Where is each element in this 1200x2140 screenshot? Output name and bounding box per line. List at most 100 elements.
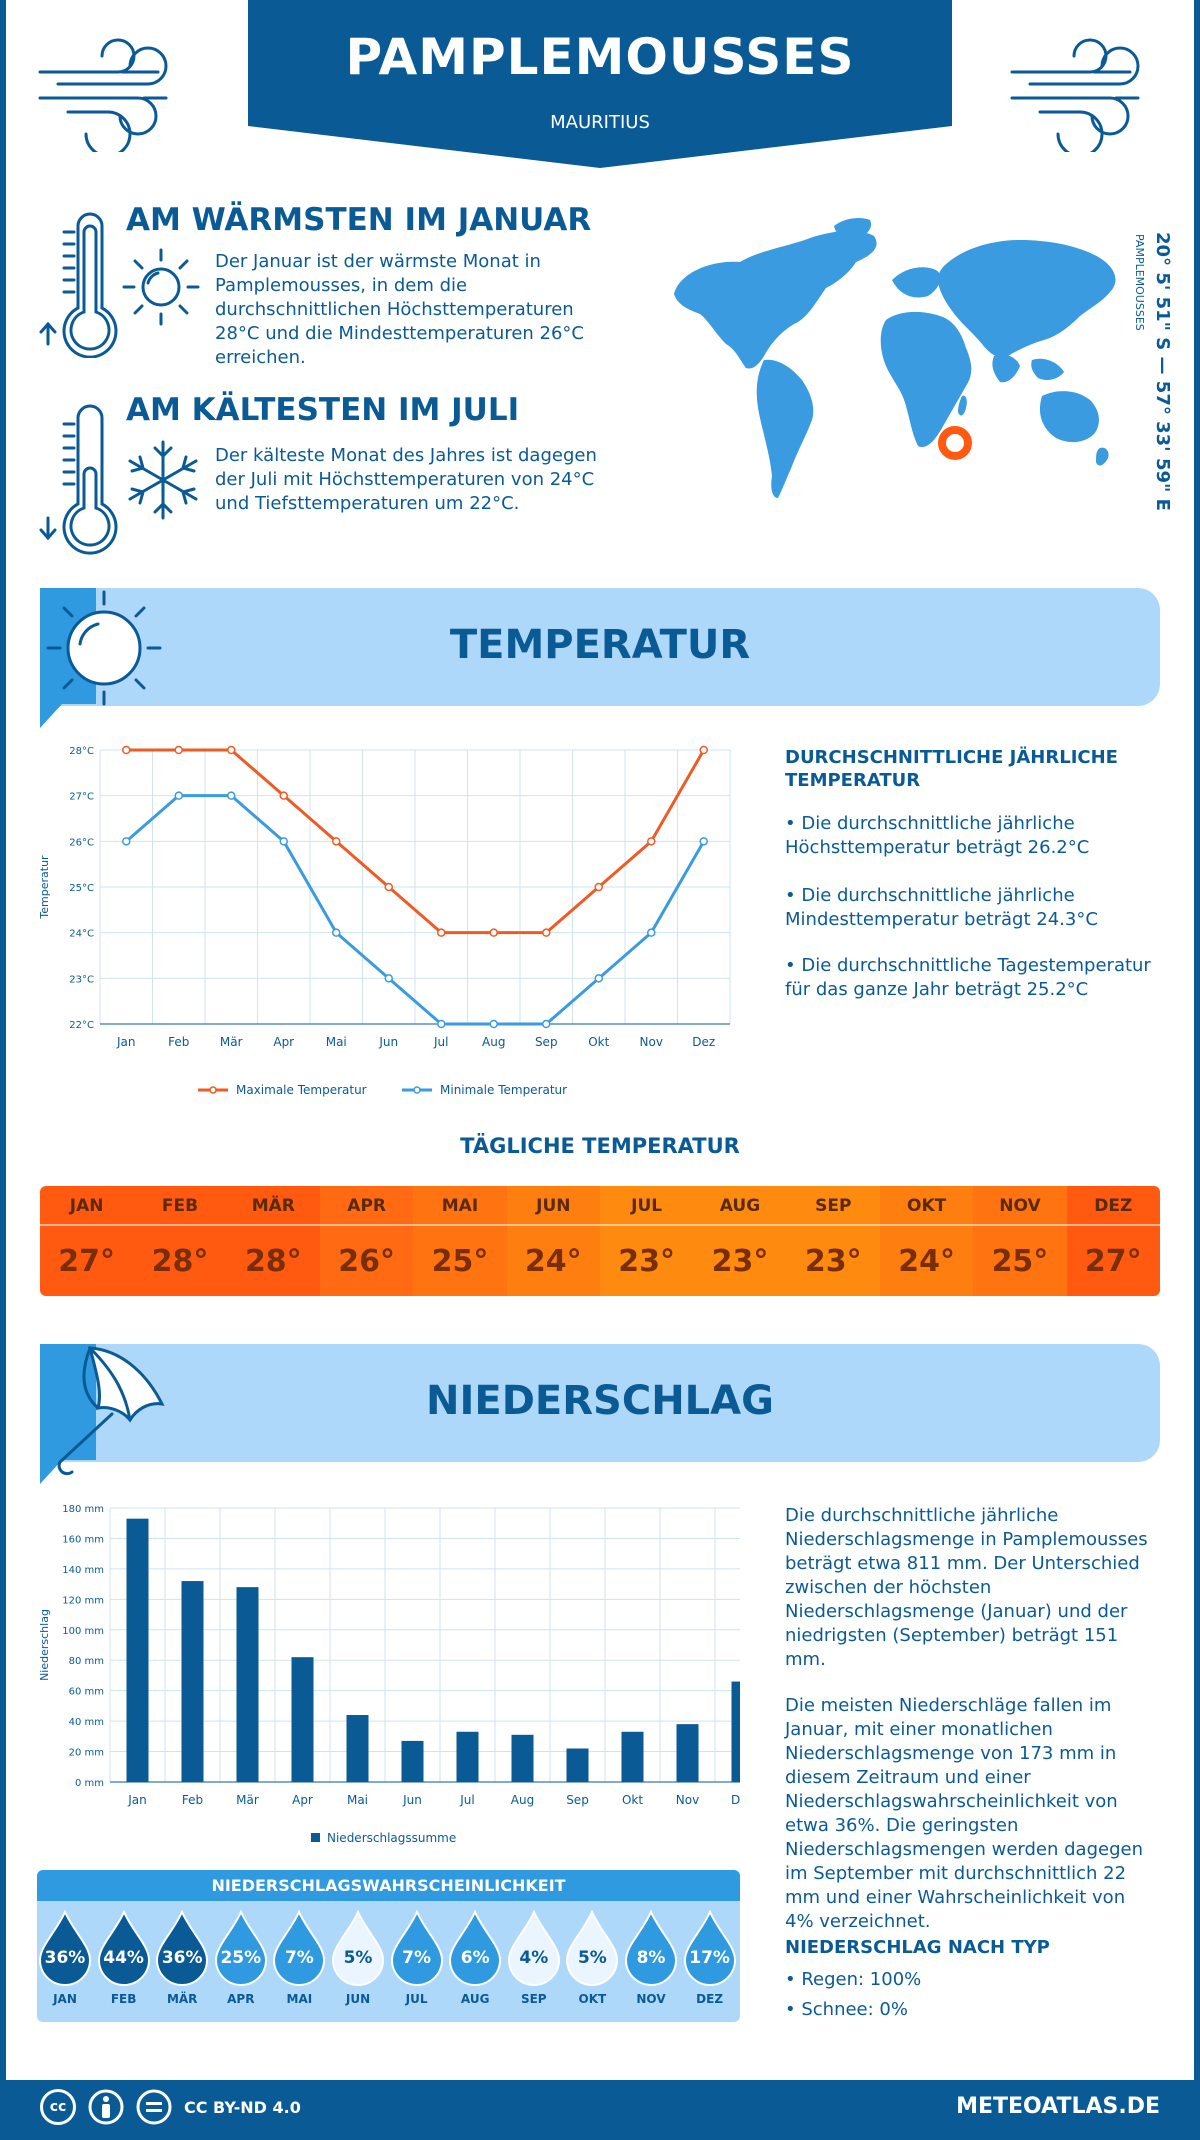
rain-drop-icon: 8% NOV bbox=[624, 1909, 678, 2006]
x-tick-label: Aug bbox=[511, 1793, 534, 1807]
daily-temp-cell: OKT 24° bbox=[879, 1186, 974, 1296]
x-tick-label: Sep bbox=[535, 1035, 558, 1049]
y-tick-label: 0 mm bbox=[75, 1778, 104, 1789]
precip-bar bbox=[126, 1518, 149, 1782]
data-point bbox=[542, 928, 551, 937]
rain-drop-icon: 7% JUL bbox=[390, 1909, 444, 2006]
legend-marker bbox=[413, 1086, 421, 1094]
y-axis-label: Temperatur bbox=[40, 855, 51, 920]
precip-type-snow: • Schnee: 0% bbox=[785, 1999, 908, 2020]
daily-temp-month: OKT bbox=[879, 1186, 974, 1226]
precip-bar bbox=[676, 1724, 699, 1782]
precip-bar bbox=[236, 1587, 259, 1782]
rain-drop-percent: 8% bbox=[636, 1948, 666, 1968]
y-tick-label: 26°C bbox=[69, 837, 94, 848]
x-tick-label: Dez bbox=[692, 1035, 715, 1049]
attribution-icon bbox=[88, 2089, 124, 2125]
precip-summary-text: Die durchschnittliche jährliche Niedersch… bbox=[785, 1505, 1148, 1670]
y-axis-label: Niederschlag bbox=[40, 1609, 51, 1681]
data-point bbox=[699, 837, 708, 846]
data-point bbox=[384, 974, 393, 983]
city-name: PAMPLEMOUSSES bbox=[345, 28, 855, 86]
daily-temp-cell: FEB 28° bbox=[133, 1186, 227, 1296]
data-point bbox=[594, 974, 603, 983]
x-tick-label: Feb bbox=[182, 1793, 203, 1807]
y-tick-label: 60 mm bbox=[69, 1687, 104, 1698]
daily-temp-month: MÄR bbox=[226, 1186, 320, 1226]
temperature-title: TEMPERATUR bbox=[449, 622, 751, 668]
umbrella-rain-icon bbox=[40, 1344, 165, 1484]
precip-type-rain: • Regen: 100% bbox=[785, 1969, 922, 1990]
x-tick-label: Mär bbox=[220, 1035, 243, 1049]
rain-drop-icon: 7% MAI bbox=[272, 1909, 326, 2006]
wind-icon bbox=[38, 38, 168, 152]
daily-temp-value: 24° bbox=[898, 1243, 955, 1279]
thermometer-cold-icon bbox=[39, 404, 118, 555]
sun-icon bbox=[122, 248, 200, 326]
series-line bbox=[126, 748, 706, 935]
site-name[interactable]: METEOATLAS.DE bbox=[956, 2094, 1160, 2119]
y-tick-label: 22°C bbox=[69, 1020, 94, 1031]
x-tick-label: Jul bbox=[433, 1035, 448, 1049]
rain-drop-percent: 36% bbox=[44, 1948, 86, 1968]
sun-section-icon bbox=[40, 588, 162, 728]
legend-label: Minimale Temperatur bbox=[440, 1083, 567, 1097]
rain-drop-month: NOV bbox=[636, 1992, 666, 2006]
world-map bbox=[674, 218, 1116, 498]
precipitation-chart: 0 mm 20 mm 40 mm 60 mm 80 mm 100 mm 120 mm 140 … bbox=[40, 1504, 740, 1845]
daily-temp-cell: AUG 23° bbox=[693, 1186, 787, 1296]
y-tick-label: 180 mm bbox=[62, 1504, 104, 1515]
x-tick-label: Jun bbox=[378, 1035, 398, 1049]
coordinates: 20° 5' 51" S — 57° 33' 59" E bbox=[1152, 232, 1173, 511]
y-tick-label: 40 mm bbox=[69, 1717, 104, 1728]
rain-drop-percent: 25% bbox=[220, 1948, 262, 1968]
daily-temp-cell: NOV 25° bbox=[973, 1186, 1067, 1296]
data-point bbox=[437, 928, 446, 937]
data-point bbox=[332, 928, 341, 937]
y-tick-label: 140 mm bbox=[62, 1565, 104, 1576]
data-point bbox=[489, 928, 498, 937]
daily-temp-month: DEZ bbox=[1066, 1186, 1160, 1226]
rain-drop-icon: 4% SEP bbox=[507, 1909, 561, 2006]
precip-bar bbox=[401, 1740, 424, 1782]
rain-drop-percent: 4% bbox=[519, 1948, 549, 1968]
daily-temp-cell: APR 26° bbox=[319, 1186, 414, 1296]
daily-temp-value: 27° bbox=[58, 1243, 116, 1279]
warmest-title: AM WÄRMSTEN IM JANUAR bbox=[126, 202, 592, 238]
rain-drop-icon: 5% OKT bbox=[565, 1909, 619, 2006]
x-tick-label: Mär bbox=[236, 1793, 259, 1807]
y-tick-label: 100 mm bbox=[62, 1626, 104, 1637]
no-derivatives-icon bbox=[136, 2089, 172, 2125]
x-tick-label: Okt bbox=[588, 1035, 609, 1049]
daily-temp-value: 24° bbox=[524, 1243, 582, 1279]
rain-drop-icon: 6% AUG bbox=[448, 1909, 502, 2006]
rain-drop-icon: 44% FEB bbox=[97, 1909, 151, 2006]
legend-label: Maximale Temperatur bbox=[236, 1083, 367, 1097]
rain-drop-month: APR bbox=[227, 1992, 255, 2006]
coldest-title: AM KÄLTESTEN IM JULI bbox=[126, 392, 520, 428]
precip-bar bbox=[621, 1731, 644, 1782]
legend-marker bbox=[209, 1086, 217, 1094]
daily-temp-month: APR bbox=[319, 1186, 414, 1226]
daily-temp-month: AUG bbox=[693, 1186, 787, 1226]
annual-temp-title: DURCHSCHNITTLICHE JÄHRLICHE TEMPERATUR bbox=[785, 747, 1118, 791]
temperature-chart: 22°C 23°C 24°C 25°C 26°C 27°C 28°C Jan Feb Mär Apr… bbox=[40, 745, 731, 1097]
x-tick-label: Dez bbox=[731, 1793, 740, 1807]
snowflake-icon bbox=[128, 440, 198, 520]
data-point bbox=[122, 837, 131, 846]
x-tick-label: Mai bbox=[326, 1035, 347, 1049]
daily-temp-value: 23° bbox=[804, 1243, 862, 1279]
data-point bbox=[279, 837, 288, 846]
y-tick-label: 27°C bbox=[69, 792, 94, 803]
data-point bbox=[384, 882, 393, 892]
daily-temp-title: TÄGLICHE TEMPERATUR bbox=[460, 1134, 740, 1158]
data-point bbox=[647, 928, 656, 937]
data-point bbox=[647, 837, 656, 846]
daily-temp-value: 27° bbox=[1084, 1243, 1142, 1279]
daily-temp-value: 25° bbox=[431, 1243, 489, 1279]
daily-temp-cell: JAN 27° bbox=[40, 1186, 134, 1296]
thermometer-warm-icon bbox=[39, 212, 118, 358]
rain-drop-month: JAN bbox=[53, 1992, 77, 2006]
rain-drop-month: OKT bbox=[578, 1992, 607, 2006]
temperature-banner bbox=[40, 588, 1160, 706]
